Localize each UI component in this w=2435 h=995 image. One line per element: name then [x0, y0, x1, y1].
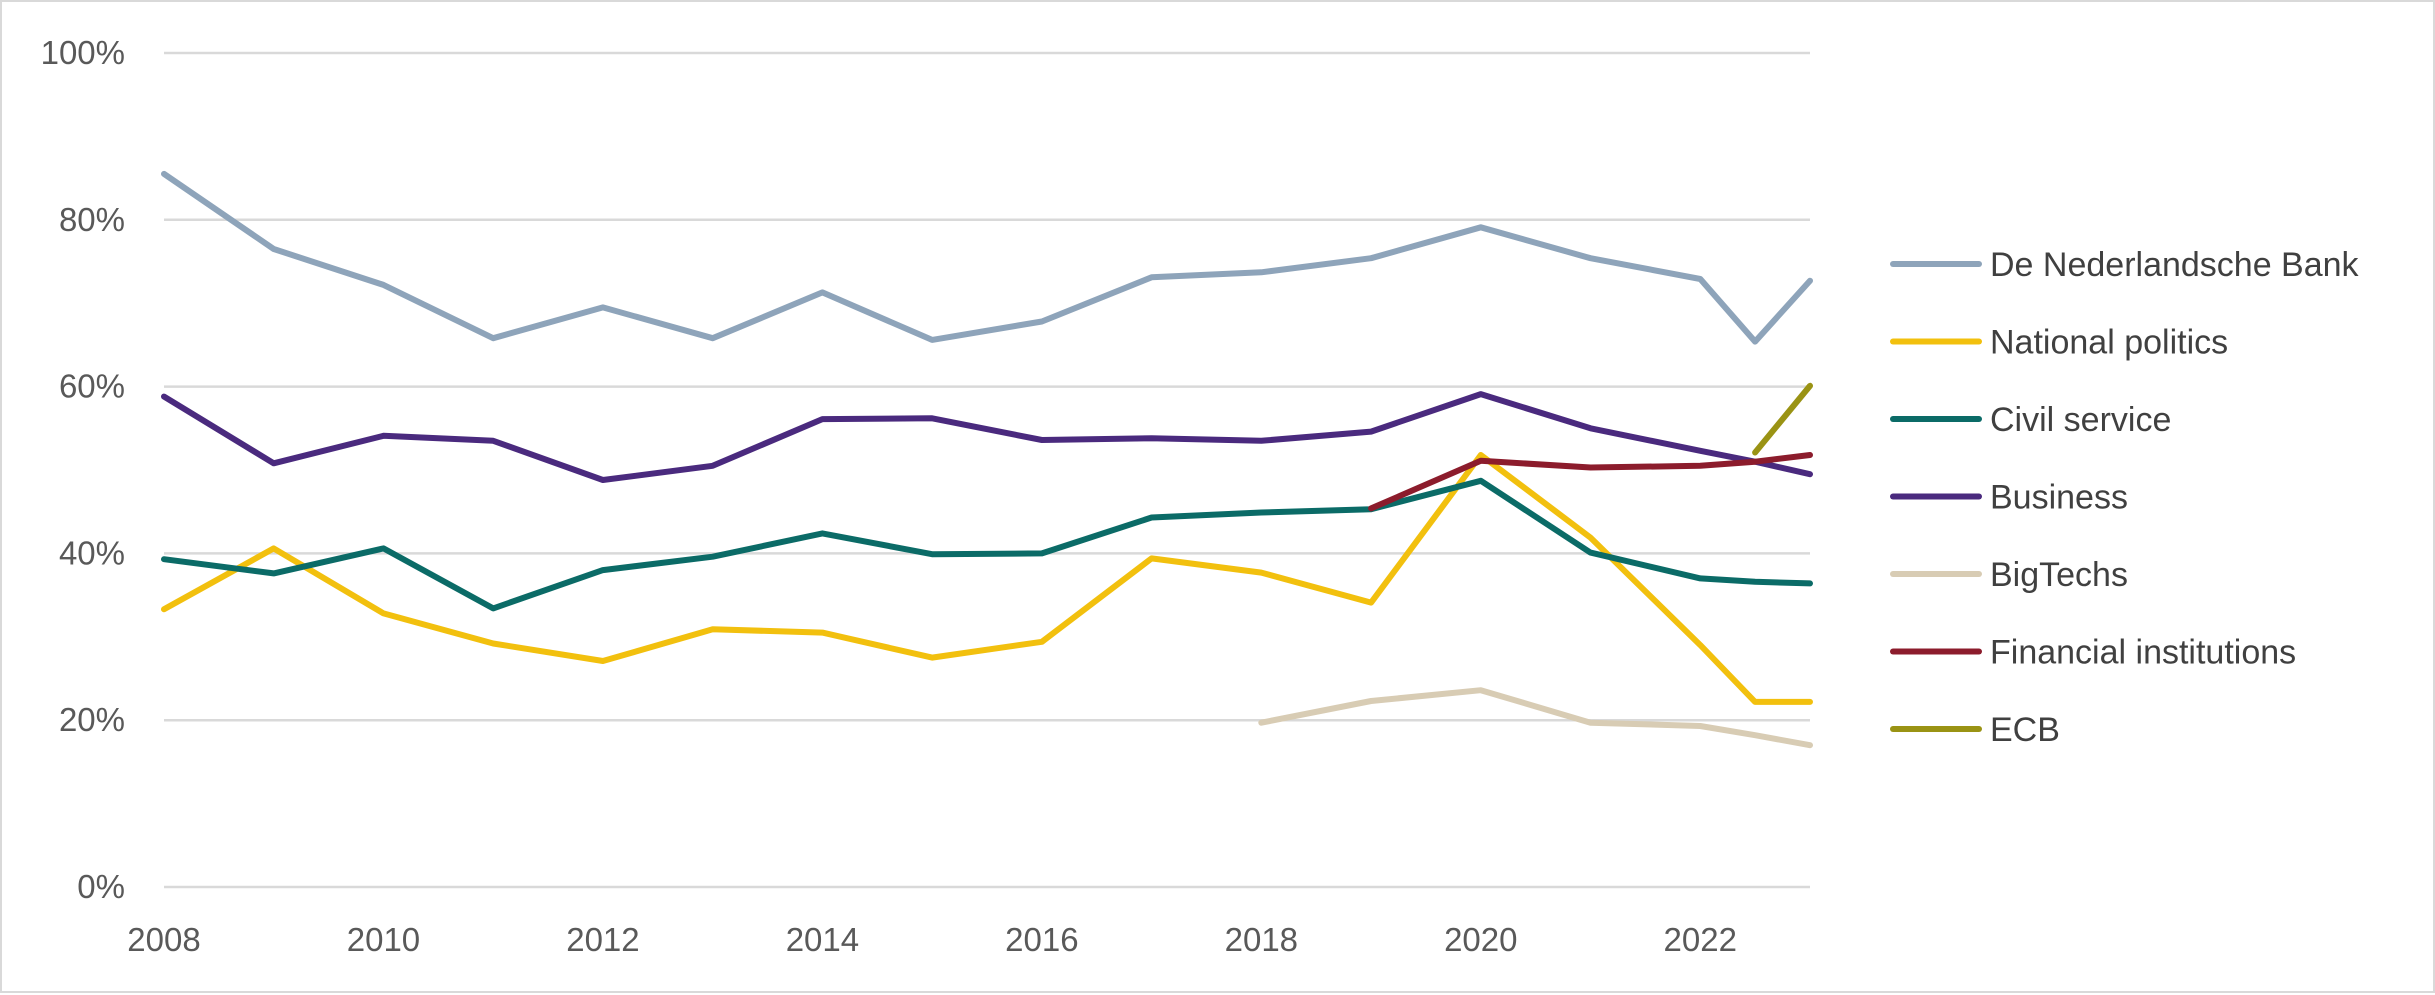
legend-label-de-nederlandsche-bank: De Nederlandsche Bank — [1990, 246, 2360, 284]
y-tick-label: 40% — [59, 534, 125, 571]
x-tick-label: 2022 — [1664, 921, 1737, 958]
y-axis: 0% 20% 40% 60% 80% 100% — [41, 34, 125, 905]
legend-label-civil-service: Civil service — [1990, 401, 2171, 439]
series-line-financial-institutions — [1368, 452, 1813, 512]
y-tick-label: 20% — [59, 701, 125, 738]
y-tick-label: 0% — [77, 868, 125, 905]
series-line-de-nederlandsche-bank — [161, 170, 1813, 345]
y-tick-label: 60% — [59, 368, 125, 405]
legend-label-national-politics: National politics — [1990, 324, 2228, 362]
series-line-bigtechs — [1258, 687, 1813, 749]
series-line-national-politics — [161, 452, 1813, 705]
x-tick-label: 2008 — [127, 921, 200, 958]
y-tick-label: 80% — [59, 201, 125, 238]
series-line-civil-service — [161, 477, 1813, 612]
x-tick-label: 2014 — [786, 921, 859, 958]
x-axis: 2008 2010 2012 2014 2016 2018 2020 2022 — [127, 921, 1737, 958]
legend-label-ecb: ECB — [1990, 711, 2060, 749]
series-line-business — [161, 391, 1813, 483]
legend-label-business: Business — [1990, 479, 2128, 517]
x-tick-label: 2020 — [1444, 921, 1517, 958]
legend-label-bigtechs: BigTechs — [1990, 556, 2128, 594]
legend: De Nederlandsche Bank National politics Ci… — [1890, 246, 2360, 749]
gridlines — [164, 51, 1810, 889]
x-tick-label: 2012 — [566, 921, 639, 958]
x-tick-label: 2016 — [1005, 921, 1078, 958]
x-tick-label: 2018 — [1225, 921, 1298, 958]
legend-label-financial-institutions: Financial institutions — [1990, 634, 2296, 672]
series-line-ecb — [1752, 382, 1813, 456]
x-tick-label: 2010 — [347, 921, 420, 958]
series-lines — [161, 170, 1813, 749]
y-tick-label: 100% — [41, 34, 125, 71]
